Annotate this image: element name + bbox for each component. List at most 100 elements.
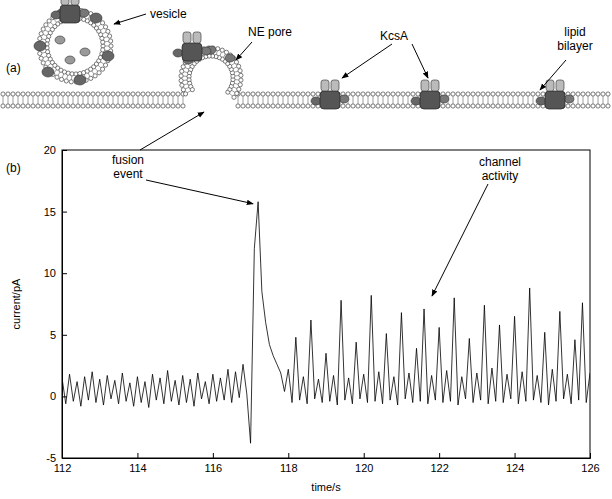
lipid-tail [185,68,189,69]
tick-label: 124 [506,462,524,474]
lipid-head [136,104,140,108]
y-axis-title: current/pA [10,278,22,329]
lipid-tail [71,76,72,80]
protein [339,95,349,103]
lipid-head [486,92,490,96]
lipid-head [311,92,315,96]
lipid-head [176,104,180,108]
tick-mark [62,396,67,397]
lipid-tail [363,96,364,104]
lipid-tail [273,96,274,104]
lipid-head [151,104,155,108]
panel-label: (a) [6,61,21,75]
lipid-head [179,74,183,78]
tick-mark [62,335,67,336]
lipid-head [381,92,385,96]
lipid-head [531,92,535,96]
lipid-tail [178,96,179,104]
axis-line [63,151,68,459]
lipid-head [541,92,545,96]
lipid-head [301,92,305,96]
annotation-line: channel [479,155,521,169]
lipid-tail [488,96,489,104]
lipid-tail [118,96,119,104]
lipid-head [116,104,120,108]
lipid-head [576,104,580,108]
lipid-head [109,44,113,48]
lipid-head [591,104,595,108]
lipid-tail [368,96,369,104]
lipid-head [237,64,241,68]
lipid-head [108,34,112,38]
lipid-tail [453,96,454,104]
lipid-tail [48,26,51,28]
protein [201,47,211,55]
lipid-head [61,104,65,108]
lipid-head [41,104,45,108]
lipid-head [56,92,60,96]
lipid-tail [498,96,499,104]
lipid-head [11,92,15,96]
lipid-head [91,104,95,108]
lipid-tail [168,96,169,104]
lipid-tail [101,62,104,64]
lipid-tail [403,96,404,104]
lipid-tail [234,83,238,85]
lipid-head [121,104,125,108]
lipid-head [126,104,130,108]
lipid-head [234,60,238,64]
lipid-head [456,92,460,96]
lipid-head [46,38,50,42]
lipid-head [16,92,20,96]
lipid-head [301,104,305,108]
tick-mark [213,453,214,458]
lipid-tail [54,70,56,73]
lipid-head [276,92,280,96]
channel-domain [431,80,439,91]
lipid-head [271,92,275,96]
lipid-tail [187,91,190,93]
tick-label: 126 [581,462,599,474]
lipid-head [391,92,395,96]
lipid-head [391,104,395,108]
lipid-tail [43,96,44,104]
lipid-head [41,61,45,65]
protein [411,97,421,105]
lipid-head [571,104,575,108]
lipid-head [6,104,10,108]
lipid-tail [133,96,134,104]
annotation-fusion: fusionevent [112,153,144,181]
lipid-tail [104,37,108,38]
lipid-head [246,104,250,108]
lipid-head [61,92,65,96]
channel-domain [556,80,564,91]
lipid-head [47,19,51,23]
tick-label: 5 [50,329,56,341]
lipid-head [376,92,380,96]
lipid-tail [528,96,529,104]
lipid-head [86,92,90,96]
lipid-tail [143,96,144,104]
lipid-head [96,104,100,108]
lipid-head [271,104,275,108]
lipid-tail [398,96,399,104]
lipid-head [236,104,240,108]
lipid-tail [603,96,604,104]
lipid-tail [8,96,9,104]
protein [173,49,183,57]
lipid-head [232,95,236,99]
lipid-head [38,51,42,55]
lipid-head [411,92,415,96]
lipid-head [491,92,495,96]
lipid-head [116,92,120,96]
arrow-kcsa-2 [412,44,428,78]
lipid-tail [123,96,124,104]
lipid-head [151,92,155,96]
lipid-tail [102,32,105,34]
lipid-head [596,92,600,96]
lipid-head [1,104,5,108]
lipid-tail [88,16,90,19]
lipid-head [181,104,185,108]
lipid-head [306,92,310,96]
figure: (a)vesicleNE poreKcsAlipidbilayer1121141… [0,0,612,499]
